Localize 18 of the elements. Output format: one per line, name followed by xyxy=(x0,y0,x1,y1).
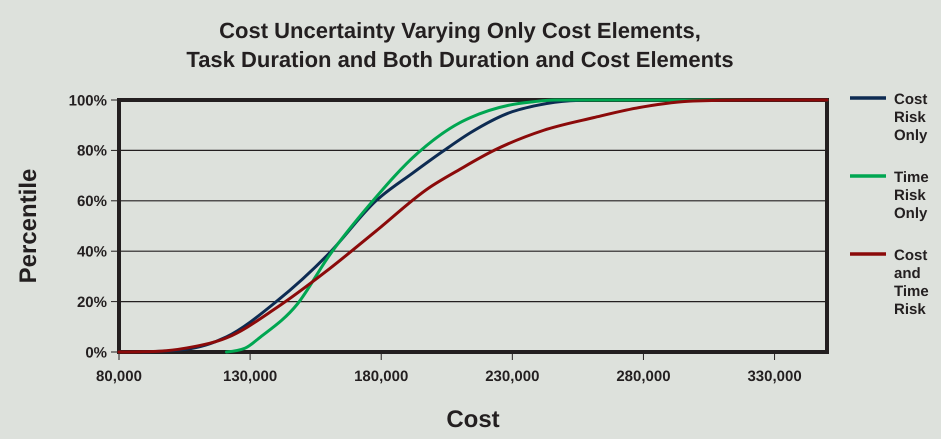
x-tick-label: 130,000 xyxy=(222,368,278,385)
x-tick-label: 230,000 xyxy=(485,368,540,385)
legend-label: Cost Risk Only xyxy=(894,91,928,144)
y-tick-label: 100% xyxy=(68,92,107,110)
chart-title: Cost Uncertainty Varying Only Cost Elements, Task Duration and Both Duration and Cost Elements xyxy=(186,18,734,72)
legend-label: Cost and Time Risk xyxy=(894,247,929,318)
x-tick-label: 330,000 xyxy=(747,368,802,385)
y-tick-label: 20% xyxy=(76,294,107,311)
x-tick-label: 280,000 xyxy=(616,368,671,385)
y-tick-label: 40% xyxy=(76,243,107,260)
y-axis-title: Percentile xyxy=(15,168,42,284)
y-tick-label: 0% xyxy=(85,344,107,362)
x-axis-title: Cost xyxy=(446,406,500,433)
legend-label: Time Risk Only xyxy=(894,169,929,222)
x-tick-label: 80,000 xyxy=(96,368,142,385)
x-tick-label: 180,000 xyxy=(354,368,408,385)
y-tick-label: 80% xyxy=(76,142,107,160)
y-tick-label: 60% xyxy=(76,193,107,210)
